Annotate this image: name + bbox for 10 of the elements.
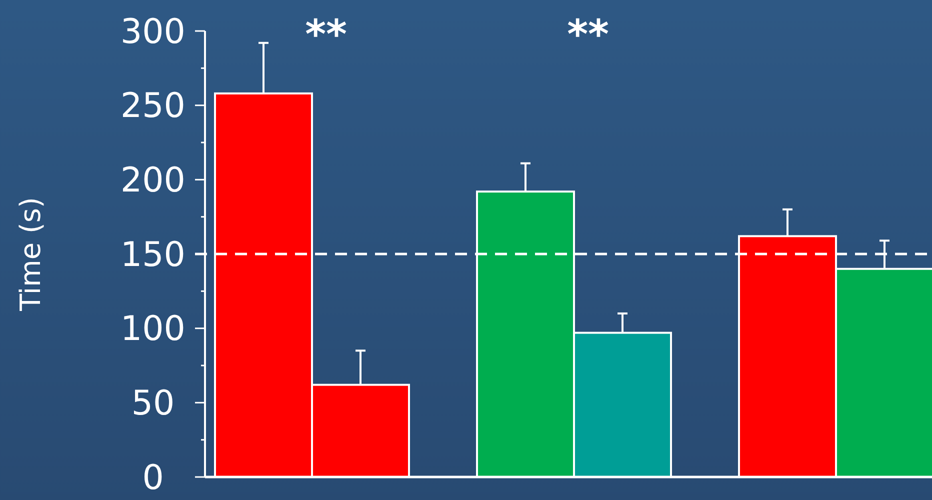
y-tick-label: 0 (142, 458, 164, 498)
y-tick-label: 100 (120, 309, 186, 350)
y-axis-title: Time (s) (14, 197, 47, 312)
y-tick-label: 200 (120, 160, 186, 201)
annotation: ** (567, 12, 609, 58)
y-tick-label: 300 (120, 12, 186, 52)
y-tick-label: 50 (131, 384, 175, 424)
annotation: ** (305, 12, 347, 58)
y-tick-label: 150 (120, 234, 186, 275)
y-tick-label: 250 (120, 86, 186, 126)
